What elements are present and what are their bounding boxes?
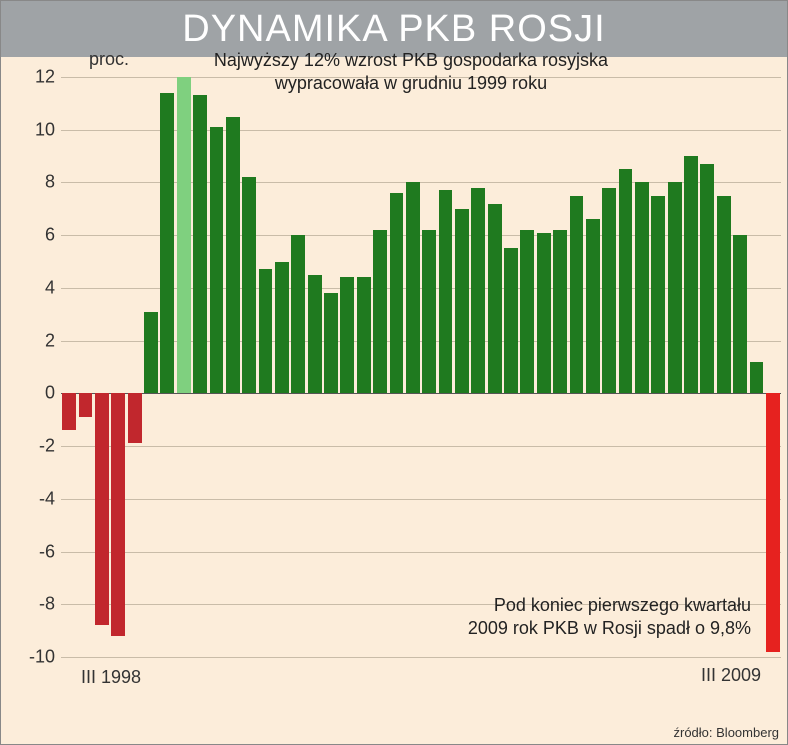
plot-area: -10-8-6-4-2024681012proc.Najwyższy 12% w… — [61, 57, 781, 697]
bar — [144, 312, 158, 394]
source-label: źródło: Bloomberg — [674, 725, 780, 740]
y-tick-label: -4 — [15, 488, 55, 509]
bar — [586, 219, 600, 393]
bar — [406, 182, 420, 393]
bar — [750, 362, 764, 394]
bar — [537, 233, 551, 394]
annotation-drop: Pod koniec pierwszego kwartału2009 rok P… — [391, 594, 751, 639]
bar — [422, 230, 436, 393]
bar — [602, 188, 616, 394]
bar — [668, 182, 682, 393]
bar — [242, 177, 256, 393]
y-tick-label: -8 — [15, 594, 55, 615]
bar — [111, 393, 125, 636]
bar — [635, 182, 649, 393]
bar — [684, 156, 698, 393]
y-tick-label: -10 — [15, 647, 55, 668]
grid-line — [61, 499, 781, 500]
grid-line — [61, 552, 781, 553]
bar — [308, 275, 322, 394]
y-tick-label: 12 — [15, 67, 55, 88]
bar — [733, 235, 747, 393]
y-tick-label: 4 — [15, 277, 55, 298]
y-tick-label: -6 — [15, 541, 55, 562]
bar — [259, 269, 273, 393]
y-tick-label: 10 — [15, 119, 55, 140]
bar — [95, 393, 109, 625]
annotation-peak: Najwyższy 12% wzrost PKB gospodarka rosy… — [181, 49, 641, 94]
x-axis-label-right: III 2009 — [701, 665, 761, 686]
bar — [439, 190, 453, 393]
chart-container: DYNAMIKA PKB ROSJI -10-8-6-4-2024681012p… — [0, 0, 788, 745]
bar — [128, 393, 142, 443]
bar — [619, 169, 633, 393]
bar — [275, 262, 289, 394]
bar — [717, 196, 731, 394]
bar — [504, 248, 518, 393]
bar — [471, 188, 485, 394]
bar — [324, 293, 338, 393]
zero-line — [61, 393, 781, 394]
bar — [357, 277, 371, 393]
bar — [651, 196, 665, 394]
x-axis-label-left: III 1998 — [81, 667, 141, 688]
y-tick-label: 2 — [15, 330, 55, 351]
bar — [390, 193, 404, 393]
bar — [520, 230, 534, 393]
bar — [210, 127, 224, 393]
bar — [700, 164, 714, 393]
grid-line — [61, 657, 781, 658]
bar — [373, 230, 387, 393]
bar — [455, 209, 469, 394]
bar — [291, 235, 305, 393]
bar — [226, 117, 240, 394]
bar — [570, 196, 584, 394]
y-tick-label: 6 — [15, 225, 55, 246]
bar — [766, 393, 780, 651]
bar — [177, 77, 191, 393]
chart-title: DYNAMIKA PKB ROSJI — [182, 8, 605, 51]
grid-line — [61, 446, 781, 447]
bar — [193, 95, 207, 393]
bar — [79, 393, 93, 417]
bar — [340, 277, 354, 393]
y-tick-label: 8 — [15, 172, 55, 193]
y-tick-label: 0 — [15, 383, 55, 404]
bar — [160, 93, 174, 394]
y-axis-unit-label: proc. — [89, 49, 129, 70]
y-tick-label: -2 — [15, 436, 55, 457]
bar — [62, 393, 76, 430]
bar — [488, 204, 502, 394]
bar — [553, 230, 567, 393]
